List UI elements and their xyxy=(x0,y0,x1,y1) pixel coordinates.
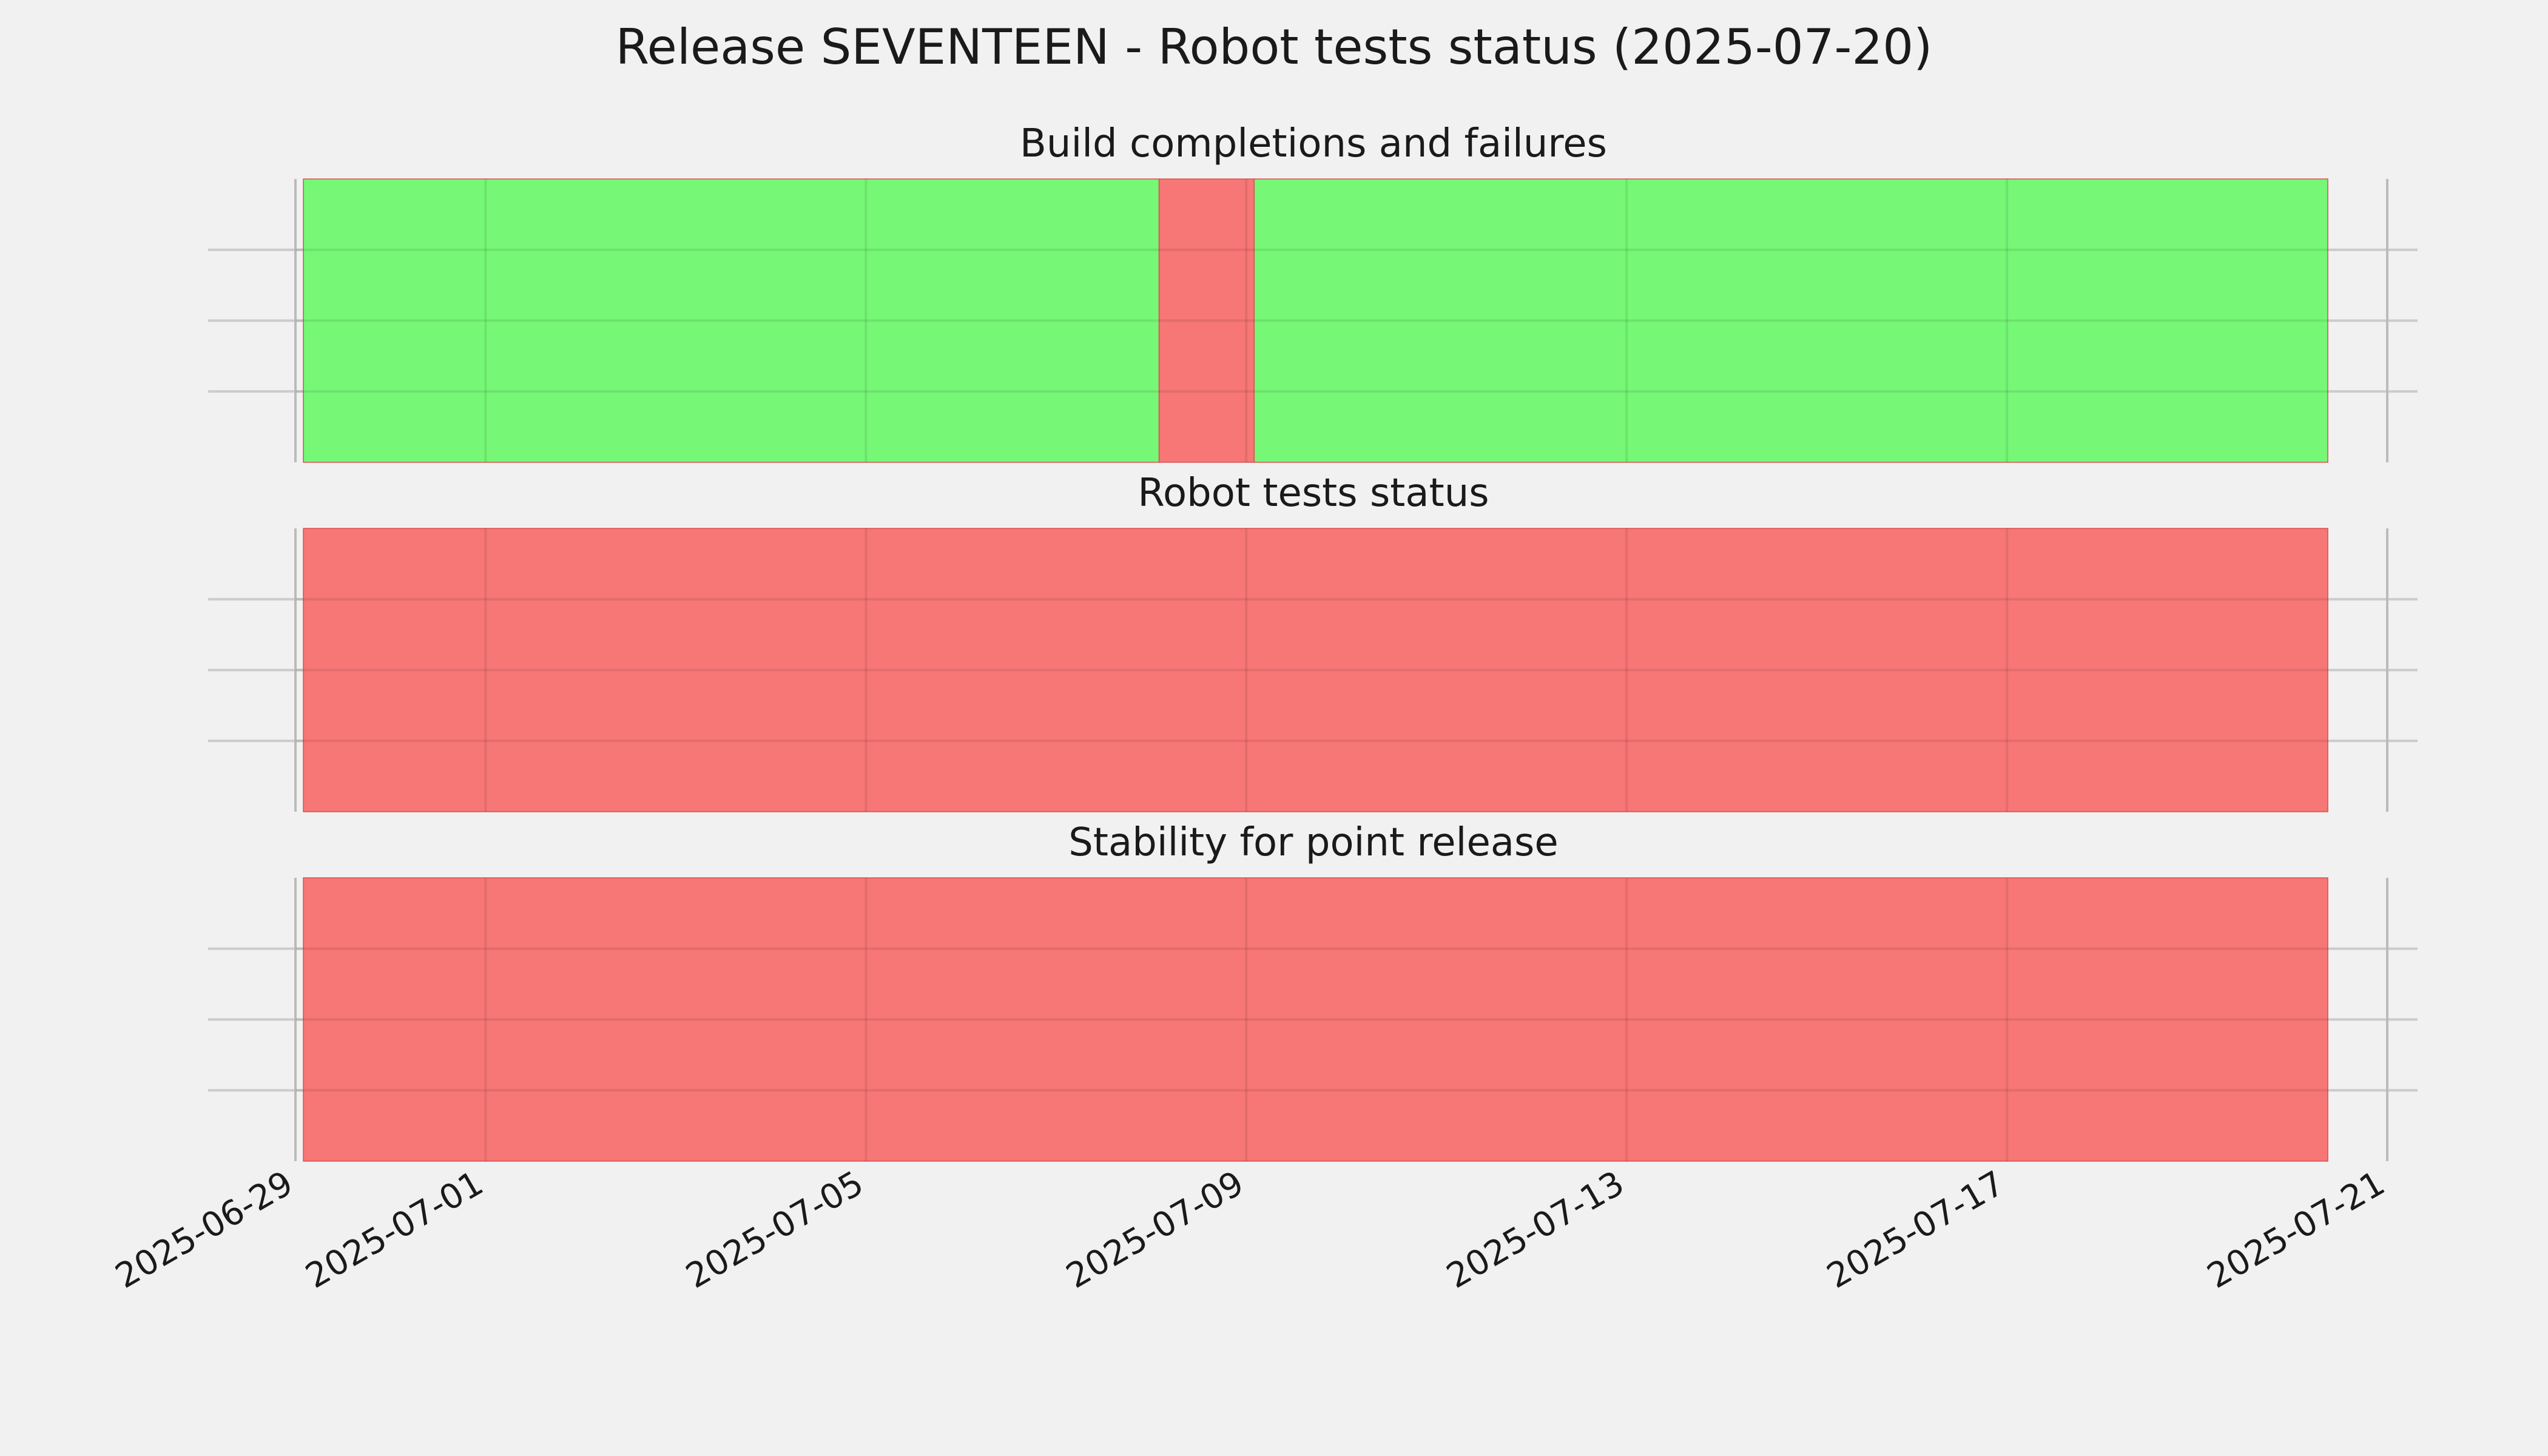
segment-pass xyxy=(303,178,1160,463)
x-tick-label: 2025-07-17 xyxy=(1821,1164,2011,1296)
segment-fail xyxy=(303,877,2328,1162)
x-tick-label: 2025-07-05 xyxy=(679,1164,870,1296)
segment-fail xyxy=(303,528,2328,812)
x-tick-label: 2025-07-09 xyxy=(1060,1164,1250,1296)
x-tick-label: 2025-07-01 xyxy=(299,1164,490,1296)
panels: Build completions and failures Robot test… xyxy=(208,121,2418,1162)
panel-3: Stability for point release xyxy=(208,820,2418,1162)
panel-title: Robot tests status xyxy=(1138,471,1489,516)
chart-title: Release SEVENTEEN - Robot tests status (… xyxy=(616,19,1933,75)
panel-title: Build completions and failures xyxy=(1020,121,1607,166)
x-tick-label: 2025-07-13 xyxy=(1440,1164,1631,1296)
panel-1: Build completions and failures xyxy=(208,121,2418,463)
panel-2: Robot tests status xyxy=(208,471,2418,812)
panel-title: Stability for point release xyxy=(1068,820,1559,865)
x-axis: 2025-06-29 2025-07-01 2025-07-05 2025-07-09… xyxy=(109,1164,2391,1296)
x-tick-label: 2025-07-21 xyxy=(2201,1164,2391,1296)
segment-fail xyxy=(1158,178,1255,463)
x-tick-label: 2025-06-29 xyxy=(109,1164,300,1296)
segment-pass xyxy=(1253,178,2328,463)
